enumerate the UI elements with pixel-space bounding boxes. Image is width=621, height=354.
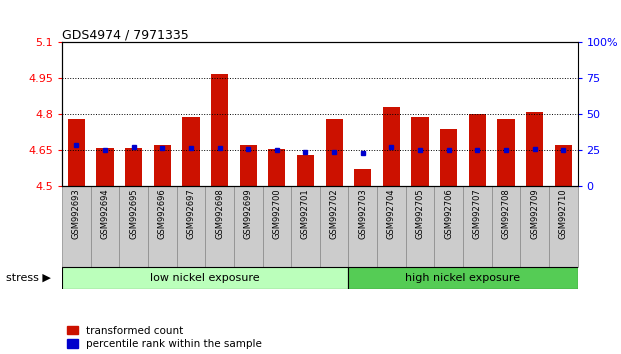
Bar — [320, 186, 348, 267]
Bar — [555, 145, 572, 186]
Bar — [354, 169, 371, 186]
Text: GSM992706: GSM992706 — [444, 188, 453, 239]
Text: GSM992696: GSM992696 — [158, 188, 167, 239]
Bar — [526, 112, 543, 186]
Text: GSM992700: GSM992700 — [273, 188, 281, 239]
Text: GSM992703: GSM992703 — [358, 188, 367, 239]
Bar — [211, 74, 228, 186]
Text: low nickel exposure: low nickel exposure — [150, 273, 260, 283]
Bar — [297, 155, 314, 186]
Bar — [406, 186, 434, 267]
Text: GSM992709: GSM992709 — [530, 188, 539, 239]
Bar — [206, 186, 234, 267]
Text: GSM992698: GSM992698 — [215, 188, 224, 239]
Text: high nickel exposure: high nickel exposure — [406, 273, 520, 283]
Bar — [383, 107, 400, 186]
Bar — [291, 186, 320, 267]
Text: GSM992707: GSM992707 — [473, 188, 482, 239]
Bar — [91, 186, 119, 267]
Bar — [469, 114, 486, 186]
Text: GSM992705: GSM992705 — [415, 188, 425, 239]
Bar — [68, 119, 85, 186]
Text: GSM992693: GSM992693 — [72, 188, 81, 239]
Bar — [125, 148, 142, 186]
Bar — [463, 186, 492, 267]
Bar — [148, 186, 176, 267]
Text: GSM992699: GSM992699 — [243, 188, 253, 239]
Bar — [440, 129, 457, 186]
Bar — [263, 186, 291, 267]
Text: GSM992708: GSM992708 — [501, 188, 510, 239]
Bar — [183, 116, 199, 186]
Bar — [549, 186, 578, 267]
Bar — [497, 119, 515, 186]
Text: GSM992697: GSM992697 — [186, 188, 196, 239]
Bar — [234, 186, 263, 267]
Bar — [325, 119, 343, 186]
Bar — [176, 186, 206, 267]
Bar — [492, 186, 520, 267]
Text: GSM992702: GSM992702 — [330, 188, 338, 239]
Bar — [348, 186, 377, 267]
Legend: transformed count, percentile rank within the sample: transformed count, percentile rank withi… — [67, 326, 262, 349]
Bar — [154, 145, 171, 186]
Bar — [240, 145, 257, 186]
Text: GSM992694: GSM992694 — [101, 188, 109, 239]
Text: GSM992701: GSM992701 — [301, 188, 310, 239]
Bar — [434, 186, 463, 267]
Bar — [119, 186, 148, 267]
Bar — [96, 148, 114, 186]
Text: GSM992704: GSM992704 — [387, 188, 396, 239]
Bar — [62, 186, 91, 267]
Text: stress ▶: stress ▶ — [6, 273, 51, 283]
Bar — [377, 186, 406, 267]
Text: GSM992695: GSM992695 — [129, 188, 138, 239]
Bar — [412, 116, 428, 186]
Bar — [268, 149, 286, 186]
Bar — [520, 186, 549, 267]
Bar — [62, 267, 348, 289]
Bar — [348, 267, 578, 289]
Text: GDS4974 / 7971335: GDS4974 / 7971335 — [62, 28, 189, 41]
Text: GSM992710: GSM992710 — [559, 188, 568, 239]
